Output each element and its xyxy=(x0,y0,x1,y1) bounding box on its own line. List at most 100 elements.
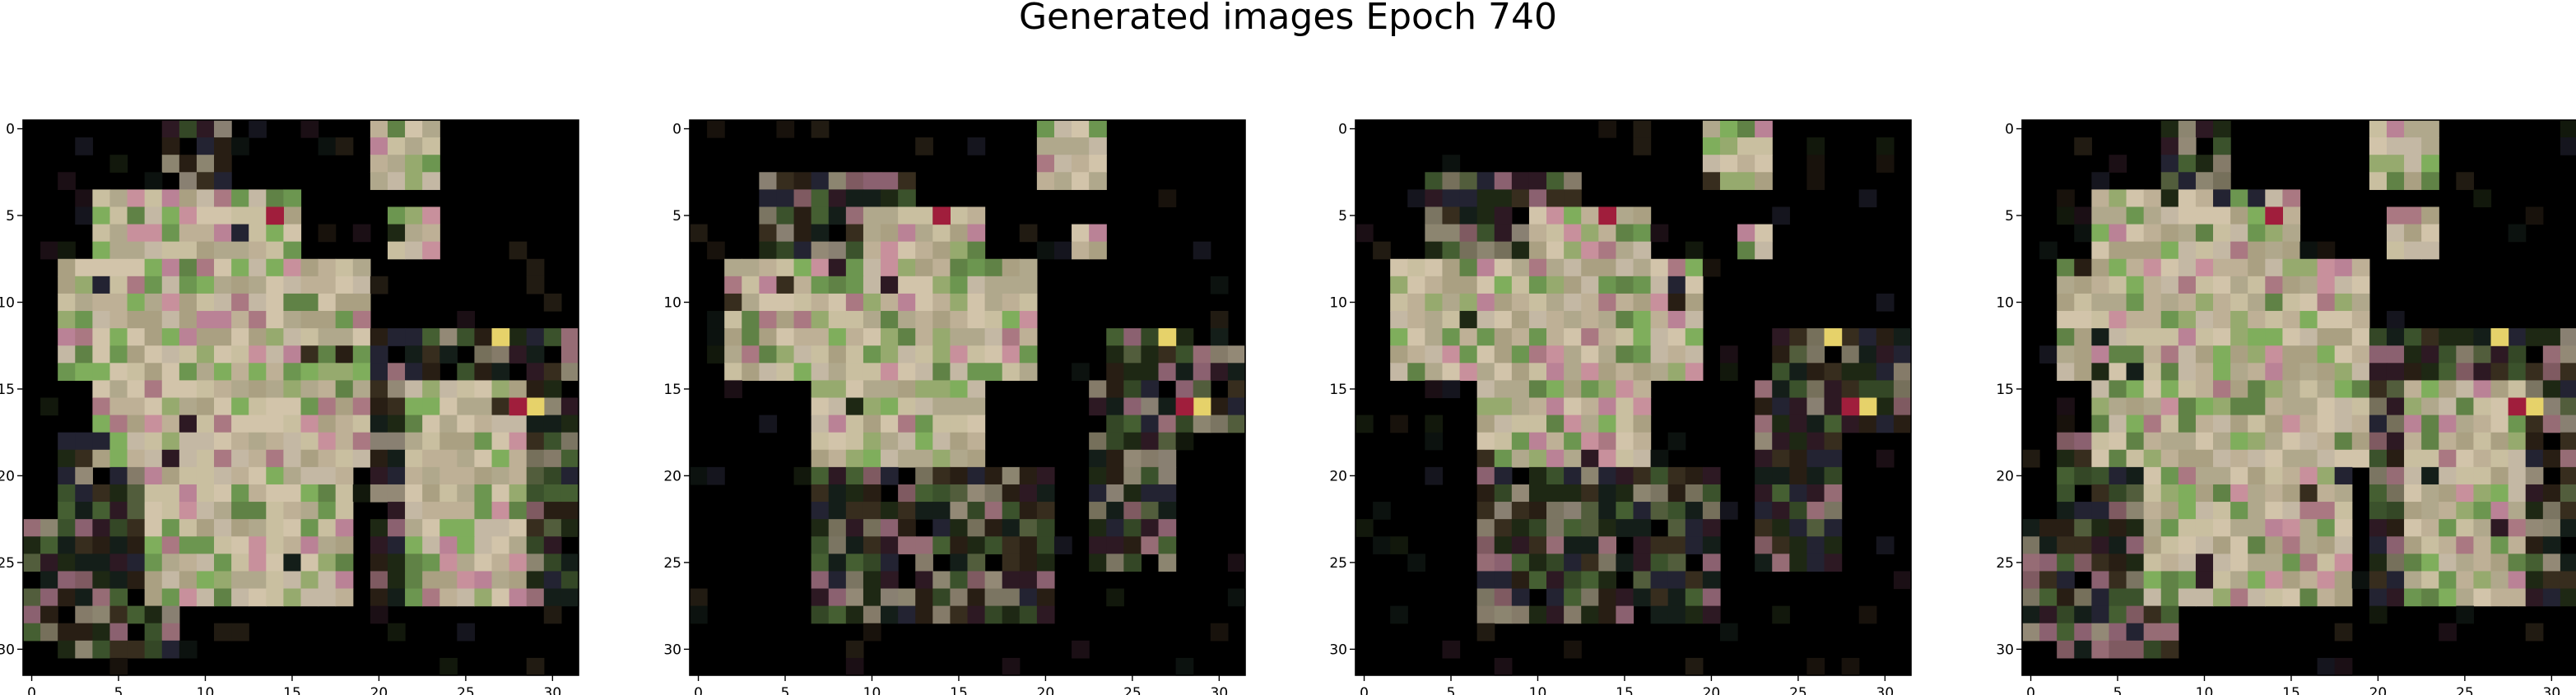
pixel-cell xyxy=(828,311,847,329)
pixel-cell xyxy=(2074,554,2092,572)
pixel-cell xyxy=(214,502,232,520)
pixel-cell xyxy=(2525,484,2544,503)
pixel-cell xyxy=(300,502,319,520)
pixel-cell xyxy=(1141,345,1160,364)
pixel-cell xyxy=(1123,466,1142,485)
pixel-cell xyxy=(1227,415,1246,433)
pixel-cell xyxy=(742,345,760,364)
pixel-cell xyxy=(2508,432,2527,451)
pixel-cell xyxy=(300,311,319,329)
pixel-cell xyxy=(1876,293,1895,312)
pixel-cell xyxy=(2109,189,2127,208)
pixel-cell xyxy=(1702,155,1721,173)
pixel-cell xyxy=(2126,311,2145,329)
pixel-cell xyxy=(249,554,267,572)
pixel-cell xyxy=(75,466,93,485)
pixel-cell xyxy=(898,276,916,294)
pixel-cell xyxy=(1598,519,1616,537)
pixel-cell xyxy=(828,536,847,554)
pixel-cell xyxy=(266,276,284,294)
pixel-cell xyxy=(1002,571,1021,590)
pixel-cell xyxy=(1633,484,1652,503)
pixel-cell xyxy=(1598,571,1616,590)
pixel-cell xyxy=(1355,224,1374,243)
pixel-cell xyxy=(231,363,249,381)
pixel-cell xyxy=(1858,363,1877,381)
pixel-cell xyxy=(1685,241,1704,260)
pixel-cell xyxy=(2560,328,2576,346)
pixel-cell xyxy=(161,484,180,503)
pixel-cell xyxy=(1158,345,1177,364)
pixel-cell xyxy=(845,605,864,624)
pixel-cell xyxy=(127,206,146,225)
pixel-cell xyxy=(1175,345,1194,364)
pixel-cell xyxy=(2369,155,2388,173)
pixel-cell xyxy=(1564,588,1582,607)
pixel-cell xyxy=(1598,449,1616,468)
pixel-cell xyxy=(1494,519,1513,537)
pixel-cell xyxy=(196,137,215,155)
pixel-cell xyxy=(1564,363,1582,381)
pixel-cell xyxy=(863,536,881,554)
pixel-cell xyxy=(1824,519,1843,537)
pixel-cell xyxy=(2213,258,2231,277)
pixel-cell xyxy=(2404,502,2422,520)
pixel-cell xyxy=(1702,172,1721,190)
pixel-cell xyxy=(2109,623,2127,642)
pixel-cell xyxy=(161,293,180,312)
pixel-cell xyxy=(2386,588,2405,607)
pixel-cell xyxy=(2178,155,2197,173)
pixel-cell xyxy=(2282,502,2301,520)
pixel-cell xyxy=(1806,536,1825,554)
pixel-cell xyxy=(1036,484,1055,503)
pixel-cell xyxy=(1581,449,1599,468)
pixel-cell xyxy=(1528,380,1547,399)
pixel-cell xyxy=(2508,502,2527,520)
y-tick-label: 25 xyxy=(663,555,681,572)
accent-pixel xyxy=(2265,206,2283,225)
pixel-cell xyxy=(439,588,458,607)
pixel-cell xyxy=(1528,605,1547,624)
pixel-cell xyxy=(2230,380,2248,399)
pixel-cell xyxy=(266,224,284,243)
pixel-cell xyxy=(1633,415,1652,433)
pixel-cell xyxy=(2421,519,2439,537)
pixel-cell xyxy=(1511,311,1530,329)
pixel-cell xyxy=(2160,484,2179,503)
pixel-cell xyxy=(318,258,337,277)
pixel-cell xyxy=(950,466,969,485)
pixel-cell xyxy=(2508,415,2527,433)
pixel-cell xyxy=(1650,258,1669,277)
pixel-cell xyxy=(1494,206,1513,225)
pixel-cell xyxy=(2490,536,2509,554)
pixel-cell xyxy=(881,258,899,277)
pixel-cell xyxy=(179,466,198,485)
pixel-cell xyxy=(2386,363,2405,381)
pixel-cell xyxy=(127,432,146,451)
pixel-cell xyxy=(1546,258,1565,277)
pixel-cell xyxy=(2386,449,2405,468)
pixel-cell xyxy=(1158,484,1177,503)
pixel-cell xyxy=(1123,519,1142,537)
pixel-cell xyxy=(2369,554,2388,572)
pixel-cell xyxy=(179,258,198,277)
pixel-cell xyxy=(318,588,337,607)
pixel-cell xyxy=(1036,571,1055,590)
pixel-cell xyxy=(845,380,864,399)
pixel-cell xyxy=(1425,328,1444,346)
pixel-cell xyxy=(2299,571,2318,590)
pixel-cell xyxy=(2039,571,2058,590)
pixel-cell xyxy=(1616,502,1634,520)
pixel-cell xyxy=(793,466,812,485)
pixel-cell xyxy=(40,536,58,554)
pixel-cell xyxy=(845,449,864,468)
pixel-cell xyxy=(231,536,249,554)
pixel-cell xyxy=(845,276,864,294)
pixel-cell xyxy=(1002,519,1021,537)
pixel-cell xyxy=(2143,380,2162,399)
pixel-cell xyxy=(58,571,76,590)
pixel-cell xyxy=(2143,328,2162,346)
pixel-cell xyxy=(144,466,163,485)
pixel-cell xyxy=(967,397,986,416)
pixel-cell xyxy=(127,640,146,659)
